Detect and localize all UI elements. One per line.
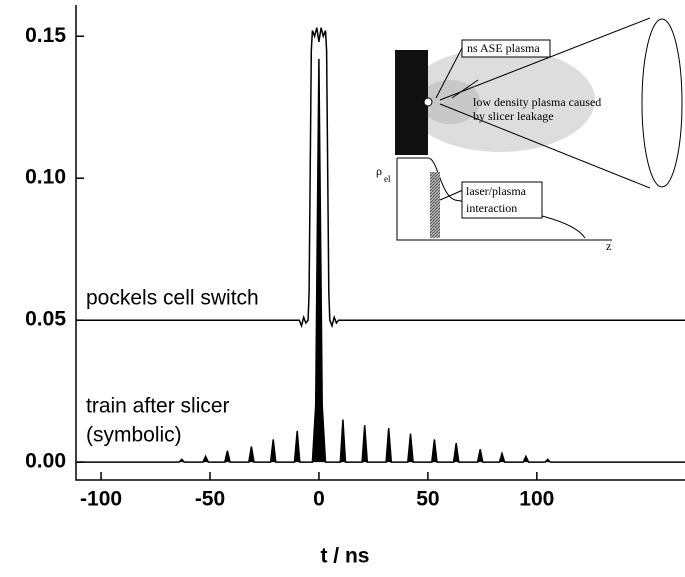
interaction-zone bbox=[430, 172, 440, 238]
inset-label: ns ASE plasma bbox=[467, 41, 540, 55]
series-line bbox=[76, 58, 685, 463]
inset-label: z bbox=[606, 239, 611, 253]
y-tick-label: 0.15 bbox=[25, 24, 66, 47]
y-tick-label: 0.10 bbox=[25, 166, 66, 189]
target bbox=[395, 50, 428, 155]
leak-cloud bbox=[420, 80, 480, 124]
inset-label: interaction bbox=[466, 201, 517, 215]
annotation: train after slicer bbox=[86, 395, 230, 418]
inset-diagram: ns ASE plasma low density plasma caused … bbox=[376, 17, 683, 253]
beam-cone bbox=[439, 17, 651, 189]
inset-label: low density plasma caused bbox=[473, 95, 601, 109]
series-line bbox=[76, 27, 685, 329]
x-tick-label: 0 bbox=[313, 488, 325, 511]
inset-label: el bbox=[384, 174, 391, 184]
inset-axes bbox=[396, 158, 612, 241]
label-box bbox=[461, 181, 543, 219]
y-tick-label: 0.00 bbox=[25, 450, 66, 473]
inset-label: by slicer leakage bbox=[473, 109, 554, 123]
spot bbox=[423, 97, 433, 107]
profile bbox=[397, 157, 586, 239]
annotation: (symbolic) bbox=[86, 424, 182, 447]
x-axis-label: t / ns bbox=[320, 545, 369, 568]
leaders bbox=[435, 47, 479, 201]
x-tick-label: -100 bbox=[80, 488, 122, 511]
lens bbox=[641, 18, 683, 188]
x-tick-label: 50 bbox=[416, 488, 439, 511]
x-tick-label: 100 bbox=[519, 488, 554, 511]
annotation: pockels cell switch bbox=[86, 287, 259, 310]
inset-label: ρ bbox=[376, 164, 382, 178]
ase-cloud bbox=[405, 48, 595, 152]
y-tick-label: 0.05 bbox=[25, 308, 66, 331]
inset-label: laser/plasma bbox=[466, 184, 527, 198]
x-tick-label: -50 bbox=[195, 488, 225, 511]
axes bbox=[75, 5, 685, 481]
